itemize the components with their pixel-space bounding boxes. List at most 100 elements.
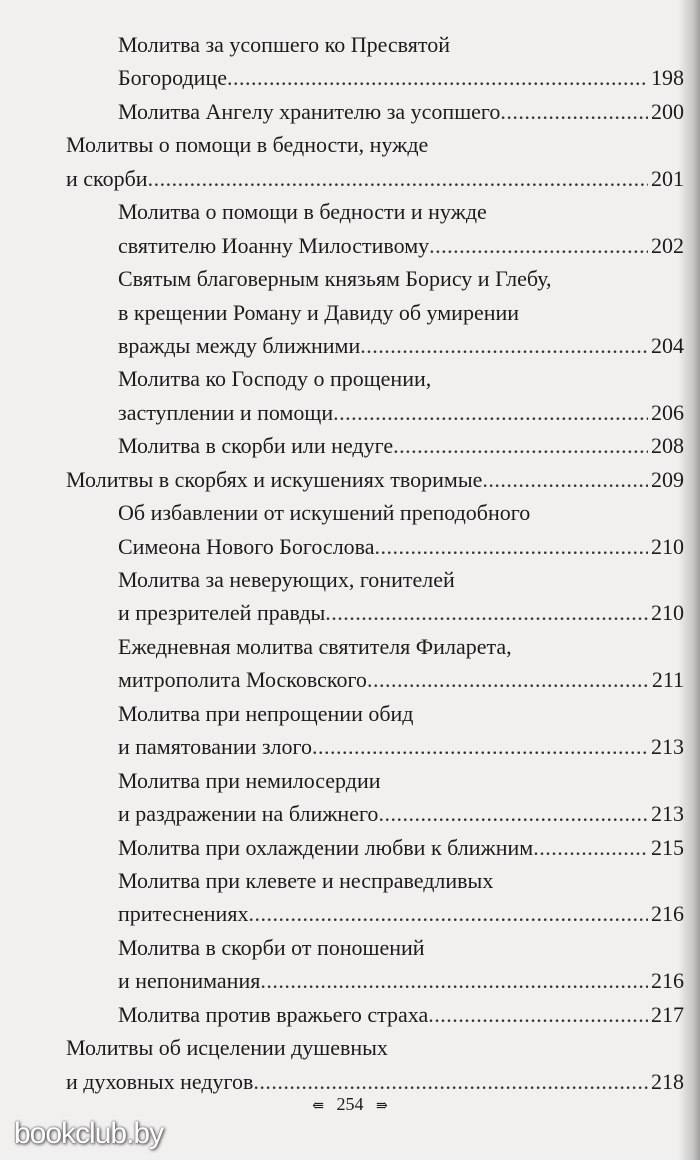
toc-page-number: 210 (651, 600, 684, 626)
toc-entry-title: заступлении и помощи (118, 399, 334, 425)
toc-entry-title: притеснениях (118, 901, 249, 927)
toc-entry-title: Молитва ко Господу о прощении, (118, 366, 432, 392)
toc-entry-title: Молитвы об исцелении душевных (66, 1035, 388, 1061)
toc-entry: Молитва за неверующих, гонителей и презри… (0, 563, 700, 630)
toc-line: Ежедневная молитва святителя Филарета, (0, 630, 684, 663)
toc-entry-title: Молитва за усопшего ко Пресвятой (118, 32, 450, 57)
toc-line: Богородице 198 (0, 61, 684, 94)
toc-entry: Молитва в скорби от поношений и непониман… (0, 931, 700, 998)
toc-line: в крещении Роману и Давиду об умирении (0, 296, 684, 329)
toc-line: и раздражении на ближнего 213 (0, 797, 684, 830)
toc-entry-title: Богородице (118, 65, 227, 91)
dot-leader (367, 663, 649, 696)
toc-line: Молитва против вражьего страха 217 (0, 998, 684, 1031)
toc-entry: Молитва против вражьего страха 217 (0, 998, 700, 1031)
toc-line: Молитва Ангелу хранителю за усопшего 200 (0, 95, 684, 128)
toc-entry: Молитва при охлаждении любви к ближним 21… (0, 831, 700, 864)
dot-leader (333, 396, 648, 429)
ornament-right-icon: ⇛ (376, 1099, 388, 1114)
toc-entry-title: Молитва в скорби или недуге (118, 433, 394, 459)
toc-page-number: 209 (651, 466, 684, 492)
dot-leader (312, 730, 648, 763)
toc-entry-title: Молитва при немилосердии (118, 767, 381, 793)
toc-line: Молитва в скорби или недуге 208 (0, 429, 684, 462)
toc-entry-title: Об избавлении от искушений преподобного (118, 500, 531, 526)
toc-line: Молитва при охлаждении любви к ближним 21… (0, 831, 684, 864)
page-folio: ⇚ 254 ⇛ (0, 1094, 700, 1115)
dot-leader (253, 1065, 648, 1098)
toc-page-number: 202 (651, 232, 684, 258)
toc-line: Молитва при непрощении обид (0, 697, 684, 730)
dot-leader (378, 797, 648, 830)
toc-line: и духовных недугов 218 (0, 1065, 684, 1098)
dot-leader (325, 596, 648, 629)
dot-leader (482, 463, 648, 496)
toc-entry-title: Молитвы в скорбях и искушениях творимые (66, 466, 483, 492)
dot-leader (148, 162, 648, 195)
dot-leader (428, 998, 648, 1031)
toc-line: митрополита Московского 211 (0, 663, 684, 696)
toc-entry-title: и скорби (66, 165, 148, 191)
toc-entry-title: Молитва в скорби от поношений (118, 934, 425, 960)
toc-entry: Молитвы о помощи в бедности, нужде и скор… (0, 128, 700, 195)
toc-line: заступлении и помощи 206 (0, 396, 684, 429)
toc-page-number: 217 (651, 1001, 684, 1027)
table-of-contents: Молитва за усопшего ко Пресвятой Богороди… (0, 28, 700, 1098)
toc-entry: Молитва при клевете и несправедливых прит… (0, 864, 700, 931)
dot-leader (429, 229, 648, 262)
toc-page-number: 218 (651, 1068, 684, 1094)
ornament-left-icon: ⇚ (312, 1099, 324, 1114)
toc-entry-title: Молитва при клевете и несправедливых (118, 867, 494, 893)
toc-line: Молитва за неверующих, гонителей (0, 563, 684, 596)
toc-page-number: 201 (651, 165, 684, 191)
toc-line: Молитва ко Господу о прощении, (0, 362, 684, 395)
toc-line: притеснениях 216 (0, 897, 684, 930)
dot-leader (533, 831, 648, 864)
toc-entry: Молитва при непрощении обид и памятовании… (0, 697, 700, 764)
toc-entry: Святым благоверным князьям Борису и Глеб… (0, 262, 700, 362)
toc-entry-title: Молитва при непрощении обид (118, 700, 414, 726)
toc-entry-title: митрополита Московского (118, 667, 367, 693)
watermark-logo: bookclub.by (14, 1117, 164, 1150)
toc-page-number: 206 (651, 399, 684, 425)
toc-entry: Ежедневная молитва святителя Филарета, ми… (0, 630, 700, 697)
toc-entry: Молитва о помощи в бедности и нужде святи… (0, 195, 700, 262)
toc-entry-title: Святым благоверным князьям Борису и Глеб… (118, 266, 552, 292)
toc-entry: Молитва Ангелу хранителю за усопшего 200 (0, 95, 700, 128)
toc-line: и памятовании злого 213 (0, 730, 684, 763)
toc-page-number: 204 (651, 332, 684, 358)
toc-page-number: 211 (651, 667, 684, 693)
toc-page-number: 213 (651, 734, 684, 760)
dot-leader (227, 61, 648, 94)
toc-line: Молитвы об исцелении душевных (0, 1031, 684, 1064)
toc-entry: Молитва за усопшего ко Пресвятой Богороди… (0, 28, 700, 95)
toc-entry-title: Молитва при охлаждении любви к ближним (118, 834, 534, 860)
toc-line: и непонимания 216 (0, 964, 684, 997)
toc-entry-title: в крещении Роману и Давиду об умирении (118, 299, 520, 325)
toc-page-number: 200 (651, 98, 684, 124)
dot-leader (500, 95, 648, 128)
page-number: 254 (336, 1094, 364, 1114)
dot-leader (248, 897, 648, 930)
toc-line: Молитва при клевете и несправедливых (0, 864, 684, 897)
toc-page-number: 215 (651, 834, 684, 860)
toc-line: и скорби 201 (0, 162, 684, 195)
toc-entry: Об избавлении от искушений преподобного С… (0, 496, 700, 563)
toc-page-number: 210 (651, 533, 684, 559)
dot-leader (360, 329, 648, 362)
dot-leader (393, 429, 648, 462)
toc-line: Молитвы в скорбях и искушениях творимые 2… (0, 463, 684, 496)
toc-line: Об избавлении от искушений преподобного (0, 496, 684, 529)
toc-entry: Молитва ко Господу о прощении, заступлени… (0, 362, 700, 429)
toc-entry: Молитвы в скорбях и искушениях творимые 2… (0, 463, 700, 496)
toc-entry-title: святителю Иоанну Милостивому (118, 232, 430, 258)
toc-page-number: 216 (651, 968, 684, 994)
toc-line: Молитва при немилосердии (0, 764, 684, 797)
toc-entry-title: Молитва против вражьего страха (118, 1001, 429, 1027)
toc-entry: Молитва при немилосердии и раздражении на… (0, 764, 700, 831)
toc-entry-title: и духовных недугов (66, 1068, 254, 1094)
toc-entry-title: вражды между ближними (118, 332, 361, 358)
toc-entry-title: Ежедневная молитва святителя Филарета, (118, 633, 512, 659)
toc-entry-title: Симеона Нового Богослова (118, 533, 375, 559)
toc-line: и презрителей правды 210 (0, 596, 684, 629)
